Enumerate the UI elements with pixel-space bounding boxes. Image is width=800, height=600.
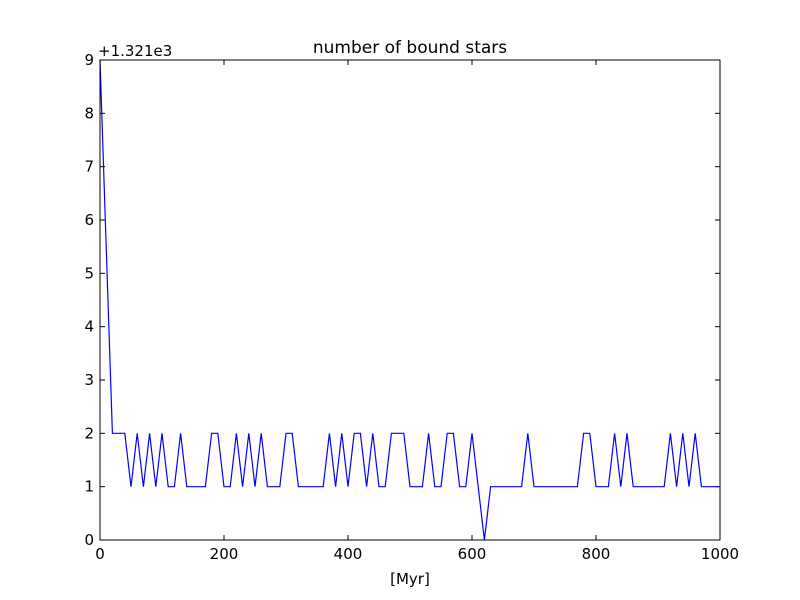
x-axis-label: [Myr] [390,570,430,588]
x-tick-label: 800 [582,545,611,563]
y-tick-label: 0 [84,531,94,549]
y-tick-label: 4 [84,318,94,336]
y-tick-label: 2 [84,424,94,442]
plot-frame [99,59,721,541]
y-tick-label: 9 [84,51,94,69]
y-tick-label: 6 [84,211,94,229]
y-tick-label: 5 [84,264,94,282]
x-tick-label: 400 [334,545,363,563]
y-tick-label: 3 [84,371,94,389]
axis-ticks: 0 200 400 600 800 1000 0 1 2 3 4 5 6 7 8 9 [84,51,739,563]
y-axis-offset-label: +1.321e3 [98,42,172,60]
chart-title: number of bound stars [313,38,507,58]
y-tick-label: 7 [84,158,94,176]
series-line [99,59,720,541]
x-tick-label: 0 [95,545,105,563]
y-tick-label: 8 [84,104,94,122]
y-tick-label: 1 [84,478,94,496]
x-tick-label: 600 [458,545,487,563]
x-tick-label: 200 [210,545,239,563]
x-tick-label: 1000 [701,545,739,563]
